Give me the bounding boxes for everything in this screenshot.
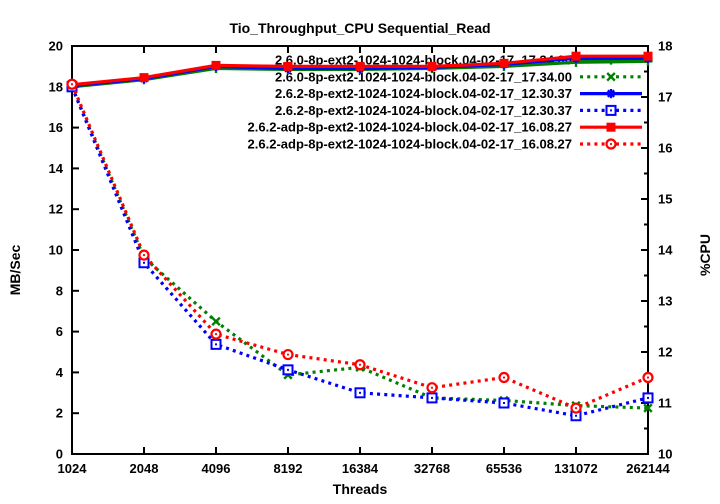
cross-marker [643,403,653,413]
y-right-tick-label: 14 [658,243,673,258]
square-filled-marker [355,61,365,71]
legend: 2.6.0-8p-ext2-1024-1024-block.04-02-17_1… [248,53,642,152]
square-filled-marker [283,61,293,71]
x-tick-label: 262144 [626,461,670,476]
legend-label: 2.6.0-8p-ext2-1024-1024-block.04-02-17_1… [275,69,572,84]
square-open-marker [426,392,438,404]
series-line [70,86,649,410]
cross-marker [606,72,616,82]
x-tick-label: 32768 [414,461,450,476]
series [66,81,654,422]
legend-label: 2.6.2-8p-ext2-1024-1024-block.04-02-17_1… [275,86,572,101]
x-tick-label: 65536 [486,461,522,476]
square-filled-marker [139,73,149,83]
series [66,78,654,414]
circle-open-marker [138,249,150,261]
square-filled-marker [427,61,437,71]
square-filled-marker [571,51,581,61]
y-left-tick-label: 10 [49,243,63,258]
x-tick-label: 2048 [130,461,159,476]
square-open-marker [605,104,617,116]
circle-open-marker [426,382,438,394]
legend-label: 2.6.2-adp-8p-ext2-1024-1024-block.04-02-… [248,120,572,135]
circle-open-marker [570,402,582,414]
x-tick-label: 16384 [342,461,379,476]
y-right-tick-label: 13 [658,294,672,309]
square-open-marker [210,338,222,350]
x-tick-label: 8192 [274,461,303,476]
y-right-tick-label: 16 [658,141,672,156]
y-left-tick-label: 18 [49,79,63,94]
circle-open-marker [498,371,510,384]
legend-label: 2.6.2-8p-ext2-1024-1024-block.04-02-17_1… [275,103,572,118]
square-open-marker [642,392,654,404]
series [67,51,653,90]
axis-ticks: 1024 2048 4096 8192 16384 32768 65536 131072 262… [49,39,674,477]
x-tick-label: 4096 [202,461,231,476]
legend-entry: 2.6.0-8p-ext2-1024-1024-block.04-02-17_1… [275,69,642,84]
legend-entry: 2.6.2-8p-ext2-1024-1024-block.04-02-17_1… [275,103,642,118]
y-right-tick-label: 12 [658,345,672,360]
square-filled-marker [211,60,221,70]
square-open-marker [498,397,510,409]
square-open-marker [354,387,366,399]
square-filled-marker [606,122,616,132]
y-right-tick-label: 10 [658,447,672,462]
y-right-tick-label: 17 [658,90,672,105]
y-left-tick-label: 2 [56,406,63,421]
y-left-tick-label: 14 [49,161,64,176]
y-left-tick-label: 4 [56,365,64,380]
circle-open-marker [642,371,654,384]
y-left-tick-label: 8 [56,283,63,298]
y-axis-label-right: %CPU [697,233,713,277]
circle-open-marker [354,359,366,371]
y-right-tick-label: 11 [658,396,672,411]
x-axis-label: Threads [332,481,388,497]
circle-open-marker [210,328,222,340]
square-open-marker [282,364,294,376]
y-left-tick-label: 16 [49,120,63,135]
y-axis-label-left: MB/Sec [7,244,23,296]
y-left-tick-label: 12 [49,202,63,217]
y-left-tick-label: 0 [56,447,63,462]
circle-open-marker [282,348,294,361]
circle-open-marker [66,78,78,90]
circle-open-marker [605,138,617,150]
square-filled-marker [643,51,653,61]
legend-entry: 2.6.2-adp-8p-ext2-1024-1024-block.04-02-… [248,120,642,135]
chart-title: Tio_Throughput_CPU Sequential_Read [229,20,491,36]
legend-label: 2.6.2-adp-8p-ext2-1024-1024-block.04-02-… [248,137,572,152]
y-right-tick-label: 15 [658,192,672,207]
legend-entry: 2.6.2-adp-8p-ext2-1024-1024-block.04-02-… [248,137,642,152]
x-tick-label: 131072 [554,461,597,476]
y-left-tick-label: 6 [56,324,63,339]
y-left-tick-label: 20 [49,39,63,54]
cross-marker [211,316,221,327]
x-tick-label: 1024 [58,461,88,476]
star-marker [606,89,616,99]
y-right-tick-label: 18 [658,39,672,54]
square-filled-marker [499,58,509,68]
legend-entry: 2.6.2-8p-ext2-1024-1024-block.04-02-17_1… [275,86,642,101]
